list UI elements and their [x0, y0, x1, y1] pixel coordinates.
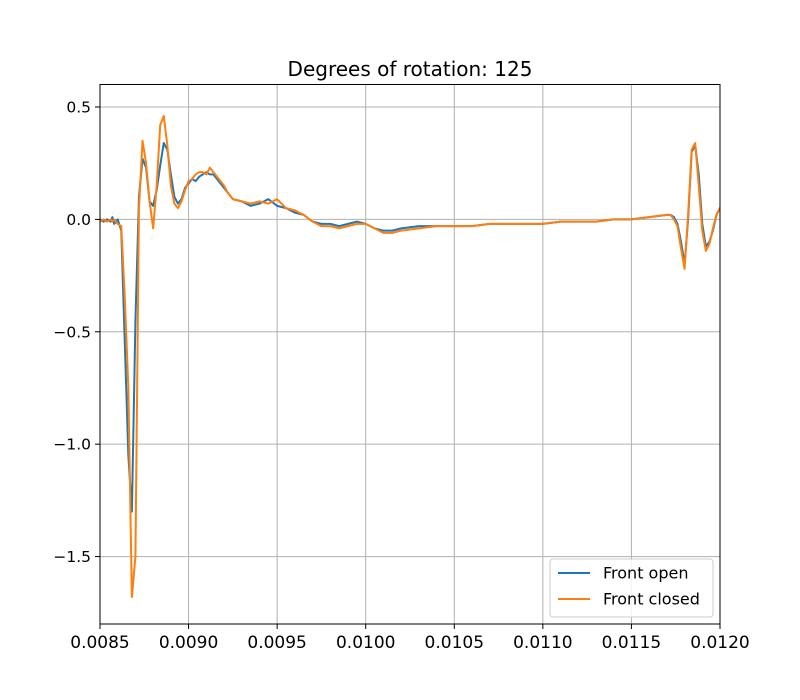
y-tick-label: −1.0: [53, 436, 91, 454]
x-tick-label: 0.0085: [70, 633, 129, 653]
y-tick-label: −0.5: [53, 323, 91, 341]
x-tick-label: 0.0090: [159, 633, 218, 653]
axes-frame: [99, 84, 721, 625]
chart-title: Degrees of rotation: 125: [288, 57, 533, 81]
y-tick-label: 0.5: [66, 98, 91, 116]
legend-label: Front open: [603, 564, 688, 583]
series-line-front-closed: [100, 114, 720, 599]
tick-layer: 0.0085 0.0090 0.0095 0.0100 0.0105 0.0110 0.01…: [53, 98, 749, 653]
x-tick-label: 0.0110: [513, 633, 572, 653]
x-tick-label: 0.0105: [425, 633, 484, 653]
x-tick-label: 0.0120: [690, 633, 749, 653]
x-tick-label: 0.0115: [602, 633, 661, 653]
y-tick-label: 0.0: [66, 211, 91, 229]
plot-area: [100, 114, 720, 599]
legend: Front open Front closed: [549, 558, 714, 618]
x-tick-label: 0.0095: [247, 633, 306, 653]
x-tick-label: 0.0100: [336, 633, 395, 653]
y-tick-label: −1.5: [53, 548, 91, 566]
legend-box: [549, 558, 714, 618]
legend-label: Front closed: [603, 590, 700, 609]
